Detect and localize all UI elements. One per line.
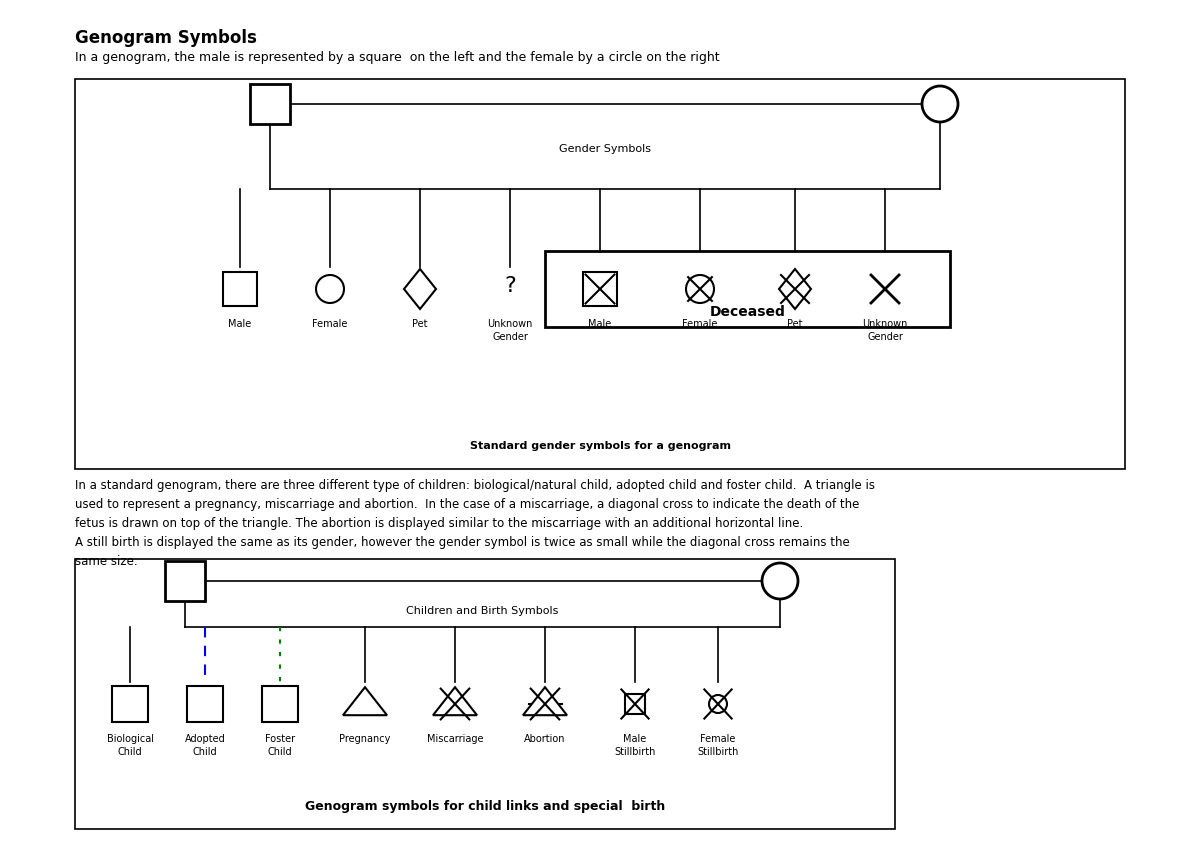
Bar <box>583 272 617 306</box>
Text: Stillbirth: Stillbirth <box>697 747 739 757</box>
Text: Female: Female <box>683 319 718 329</box>
Text: Genogram Symbols: Genogram Symbols <box>74 29 257 47</box>
Text: ?: ? <box>504 276 516 296</box>
Circle shape <box>709 695 727 713</box>
Circle shape <box>316 275 344 303</box>
Text: Standard gender symbols for a genogram: Standard gender symbols for a genogram <box>469 441 731 451</box>
Circle shape <box>762 563 798 599</box>
Bar <box>545 251 950 327</box>
Bar <box>223 272 257 306</box>
Text: Miscarriage: Miscarriage <box>427 734 484 744</box>
Bar <box>625 694 646 714</box>
Text: Male: Male <box>588 319 612 329</box>
Text: Biological: Biological <box>107 734 154 744</box>
Polygon shape <box>523 687 568 715</box>
Text: Pet: Pet <box>787 319 803 329</box>
Text: fetus is drawn on top of the triangle. The abortion is displayed similar to the : fetus is drawn on top of the triangle. T… <box>74 517 803 530</box>
Text: Gender Symbols: Gender Symbols <box>559 144 650 154</box>
Polygon shape <box>779 269 811 309</box>
Text: Female: Female <box>312 319 348 329</box>
Text: Unknown: Unknown <box>487 319 533 329</box>
Polygon shape <box>404 269 436 309</box>
Text: Children and Birth Symbols: Children and Birth Symbols <box>407 606 559 616</box>
Text: In a genogram, the male is represented by a square  on the left and the female b: In a genogram, the male is represented b… <box>74 51 720 64</box>
Text: Stillbirth: Stillbirth <box>614 747 655 757</box>
Text: used to represent a pregnancy, miscarriage and abortion.  In the case of a misca: used to represent a pregnancy, miscarria… <box>74 498 859 511</box>
Text: Male: Male <box>228 319 252 329</box>
Text: Male: Male <box>623 734 647 744</box>
Bar <box>112 686 148 722</box>
Text: Child: Child <box>268 747 293 757</box>
Circle shape <box>922 86 958 122</box>
Bar <box>262 686 298 722</box>
Bar <box>74 79 1126 469</box>
Text: In a standard genogram, there are three different type of children: biological/n: In a standard genogram, there are three … <box>74 479 875 492</box>
Polygon shape <box>343 687 386 715</box>
Text: same size.: same size. <box>74 555 138 568</box>
Text: Pet: Pet <box>413 319 427 329</box>
Text: Abortion: Abortion <box>524 734 565 744</box>
Bar <box>250 84 290 124</box>
Bar <box>187 686 223 722</box>
Bar <box>74 559 895 829</box>
Text: Unknown: Unknown <box>863 319 907 329</box>
Text: Foster: Foster <box>265 734 295 744</box>
Circle shape <box>686 275 714 303</box>
Polygon shape <box>433 687 478 715</box>
Bar <box>166 561 205 601</box>
Text: Child: Child <box>193 747 217 757</box>
Text: Genogram symbols for child links and special  birth: Genogram symbols for child links and spe… <box>305 800 665 813</box>
Text: Gender: Gender <box>492 332 528 342</box>
Text: Adopted: Adopted <box>185 734 226 744</box>
Text: A still birth is displayed the same as its gender, however the gender symbol is : A still birth is displayed the same as i… <box>74 536 850 549</box>
Text: Pregnancy: Pregnancy <box>340 734 391 744</box>
Text: Gender: Gender <box>868 332 902 342</box>
Text: Female: Female <box>701 734 736 744</box>
Text: Child: Child <box>118 747 143 757</box>
Text: Deceased: Deceased <box>709 305 786 319</box>
